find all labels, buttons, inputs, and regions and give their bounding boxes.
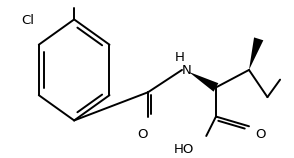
Text: O: O: [255, 128, 265, 141]
Text: O: O: [137, 128, 147, 141]
Polygon shape: [189, 72, 218, 92]
Text: N: N: [182, 64, 192, 77]
Text: H: H: [175, 51, 185, 64]
Text: Cl: Cl: [22, 14, 35, 27]
Text: HO: HO: [174, 143, 195, 156]
Polygon shape: [249, 37, 263, 70]
